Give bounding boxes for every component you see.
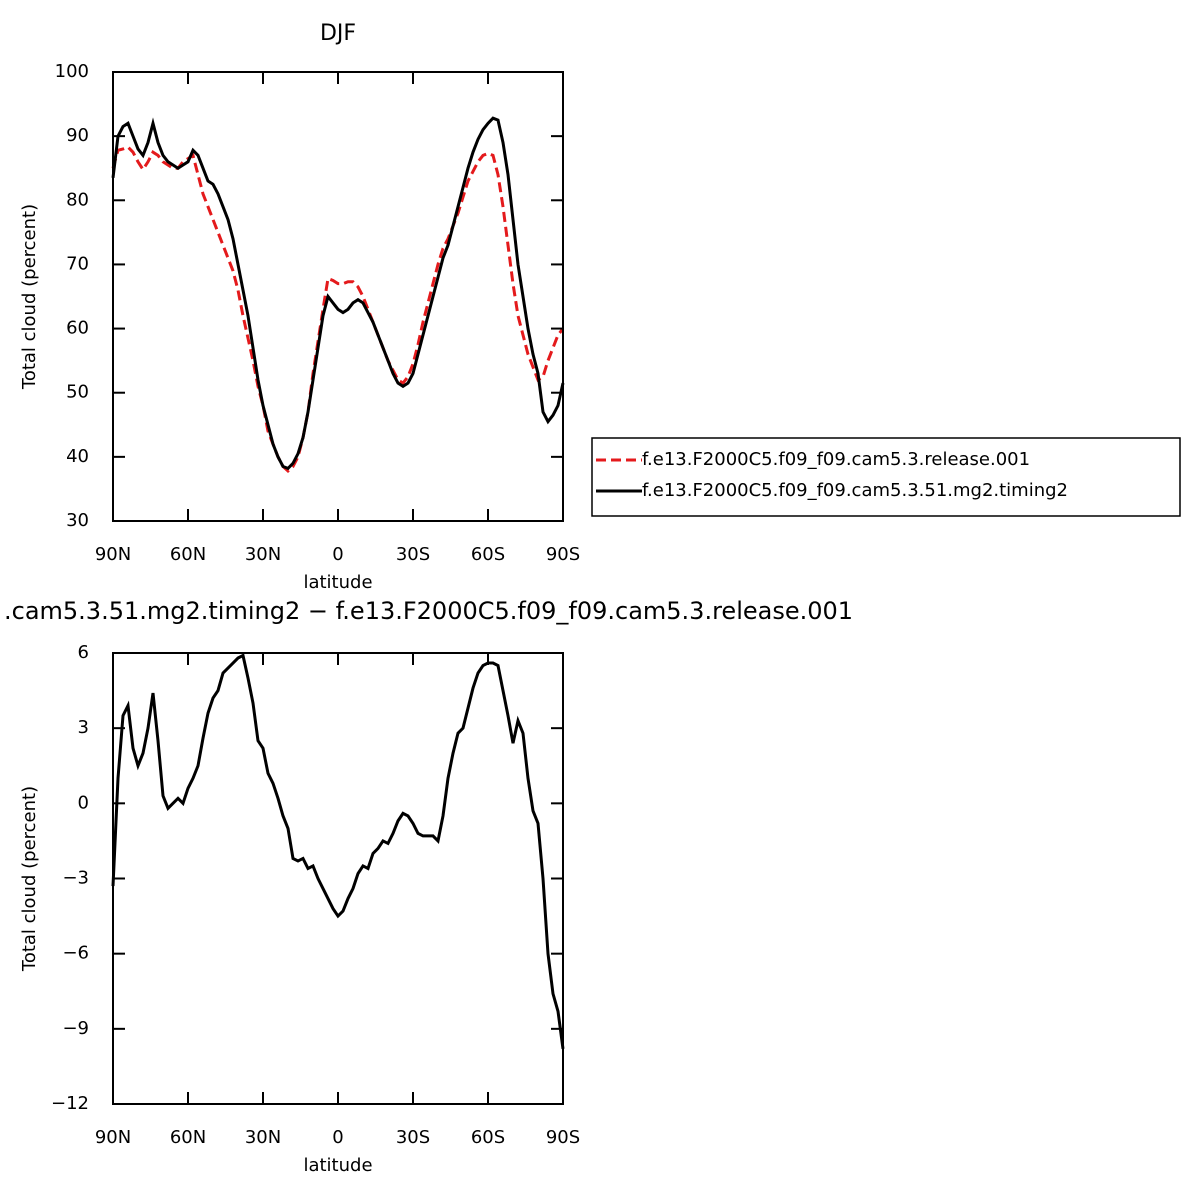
y-tick-label: 6 bbox=[78, 642, 89, 663]
x-tick-label: 30S bbox=[396, 1127, 430, 1148]
plot-frame bbox=[112, 652, 564, 1105]
x-tick-label: 0 bbox=[332, 1127, 343, 1148]
y-axis-label: Total cloud (percent) bbox=[19, 786, 40, 972]
legend-label: f.e13.F2000C5.f09_f09.cam5.3.51.mg2.timi… bbox=[642, 480, 1068, 501]
y-tick-label: 70 bbox=[66, 253, 89, 274]
y-tick-label: 30 bbox=[66, 510, 89, 531]
x-tick-label: 60N bbox=[170, 1127, 206, 1148]
y-tick-label: −3 bbox=[62, 868, 89, 889]
plot-frame bbox=[112, 71, 564, 522]
data-line bbox=[111, 116, 565, 471]
y-tick-label: 50 bbox=[66, 382, 89, 403]
x-tick-label: 30N bbox=[245, 544, 281, 565]
x-tick-label: 60S bbox=[471, 544, 505, 565]
x-tick-label: 30S bbox=[396, 544, 430, 565]
y-tick-label: 100 bbox=[55, 61, 89, 82]
y-tick-label: −6 bbox=[62, 943, 89, 964]
x-axis-label: latitude bbox=[303, 572, 372, 593]
legend-label: f.e13.F2000C5.f09_f09.cam5.3.release.001 bbox=[642, 449, 1030, 470]
x-tick-label: 90S bbox=[546, 544, 580, 565]
x-tick-label: 90S bbox=[546, 1127, 580, 1148]
y-axis-label: Total cloud (percent) bbox=[19, 204, 40, 390]
chart-title: .cam5.3.51.mg2.timing2 − f.e13.F2000C5.f… bbox=[4, 597, 853, 625]
y-tick-label: 90 bbox=[66, 125, 89, 146]
y-tick-label: 60 bbox=[66, 318, 89, 339]
y-tick-label: 0 bbox=[78, 792, 89, 813]
x-tick-label: 90N bbox=[95, 1127, 131, 1148]
x-tick-label: 90N bbox=[95, 544, 131, 565]
x-axis-label: latitude bbox=[303, 1155, 372, 1176]
x-tick-label: 60S bbox=[471, 1127, 505, 1148]
y-tick-label: −9 bbox=[62, 1018, 89, 1039]
x-tick-label: 30N bbox=[245, 1127, 281, 1148]
legend-box bbox=[591, 437, 1181, 517]
y-tick-label: 40 bbox=[66, 446, 89, 467]
y-tick-label: 3 bbox=[78, 717, 89, 738]
y-tick-label: −12 bbox=[51, 1093, 89, 1114]
x-tick-label: 0 bbox=[332, 544, 343, 565]
data-line bbox=[111, 653, 565, 1050]
chart-title: DJF bbox=[320, 21, 356, 46]
y-tick-label: 80 bbox=[66, 189, 89, 210]
x-tick-label: 60N bbox=[170, 544, 206, 565]
